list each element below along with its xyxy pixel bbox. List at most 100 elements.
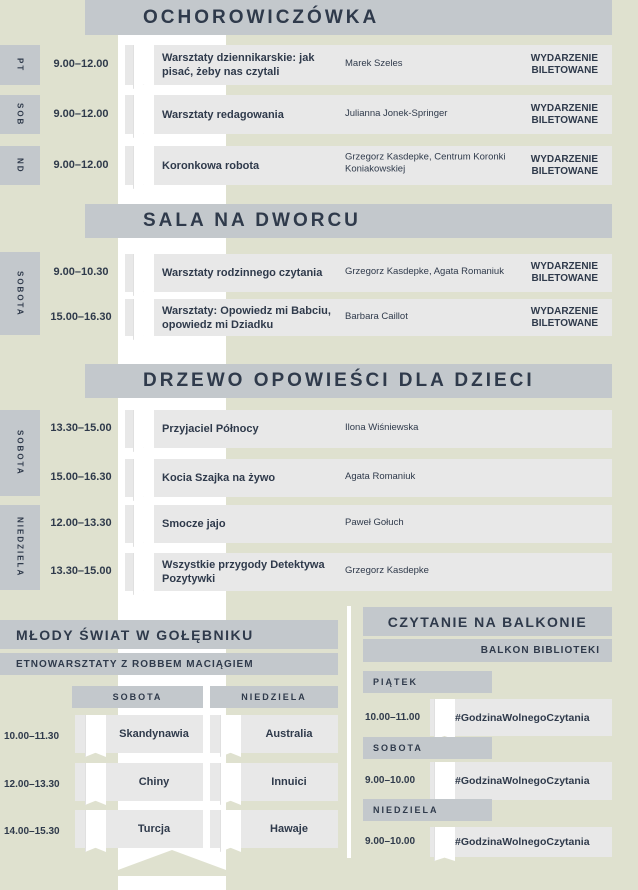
event-time: 9.00–12.00: [53, 158, 109, 171]
balkon-time: 10.00–11.00: [365, 711, 421, 723]
event-time: 13.30–15.00: [50, 565, 112, 577]
strip-chevron-notch: [118, 850, 226, 876]
workshop-cell[interactable]: Hawaje: [210, 810, 338, 852]
event-row[interactable]: Warsztaty redagowania Julianna Jonek-Spri…: [125, 95, 612, 138]
day-label: SOBOTA: [15, 430, 25, 476]
balkon-event-name: #GodzinaWolnegoCzytania: [455, 711, 590, 724]
event-row[interactable]: Przyjaciel Północy Ilona Wiśniewska: [125, 410, 612, 452]
event-person: Agata Romaniuk: [345, 470, 416, 482]
event-person: Marek Szeles: [345, 57, 403, 69]
balkon-subheader: BALKON BIBLIOTEKI: [363, 639, 612, 662]
bookmark-ribbon-icon: [133, 553, 154, 595]
workshop-time: 12.00–13.30: [4, 779, 60, 790]
bookmark-ribbon-icon: [133, 459, 154, 501]
bookmark-ribbon-icon: [133, 410, 154, 452]
event-time: 13.30–15.00: [50, 422, 112, 434]
workshop-time: 10.00–11.30: [4, 731, 60, 742]
balkon-event[interactable]: #GodzinaWolnegoCzytania: [430, 827, 612, 861]
venue-header: DRZEWO OPOWIEŚCI DLA DZIECI: [85, 364, 612, 398]
mlody-subheader: ETNOWARSZTATY Z ROBBEM MACIĄGIEM: [0, 653, 338, 675]
workshop-name: Innuici: [271, 776, 307, 788]
event-title: Warsztaty rodzinnego czytania: [162, 267, 323, 279]
event-time: 15.00–16.30: [50, 471, 112, 483]
balkon-event[interactable]: #GodzinaWolnegoCzytania: [430, 699, 612, 740]
balkon-event-name: #GodzinaWolnegoCzytania: [455, 775, 590, 787]
day-label: PT: [15, 57, 25, 73]
bookmark-ribbon-icon: [434, 827, 455, 861]
day-label: NIEDZIELA: [15, 517, 25, 578]
bookmark-ribbon-icon: [133, 505, 154, 547]
event-time: 9.00–12.00: [53, 107, 109, 120]
event-row[interactable]: Warsztaty rodzinnego czytania Grzegorz Ka…: [125, 254, 612, 296]
event-person: Julianna Jonek-Springer: [345, 107, 448, 119]
bookmark-ribbon-icon: [85, 810, 106, 852]
column-label: SOBOTA: [112, 692, 163, 702]
balkon-subtitle: BALKON BIBLIOTEKI: [480, 645, 600, 656]
day-tab: SOBOTA: [0, 252, 40, 335]
bookmark-ribbon-icon: [220, 715, 241, 757]
day-tab: NIEDZIELA: [0, 505, 40, 590]
event-time: 9.00–10.30: [53, 266, 109, 278]
event-title: Warsztaty: Opowiedz mi Babciu, opowiedz …: [162, 304, 331, 331]
day-tab: ND: [0, 146, 40, 185]
event-time: 15.00–16.30: [50, 310, 112, 323]
workshop-cell[interactable]: Skandynawia: [75, 715, 203, 757]
day-tab: PT: [0, 45, 40, 85]
workshop-name: Hawaje: [270, 823, 308, 835]
day-label: SOBOTA: [15, 270, 25, 317]
workshop-name: Australia: [265, 728, 313, 740]
event-person: Grzegorz Kasdepke, Centrum Koronki Konia…: [345, 151, 506, 175]
balkon-time: 9.00–10.00: [365, 775, 416, 786]
venue-title: DRZEWO OPOWIEŚCI DLA DZIECI: [143, 370, 535, 391]
workshop-cell[interactable]: Australia: [210, 715, 338, 757]
workshop-time: 14.00–15.30: [4, 826, 60, 837]
event-person: Barbara Caillot: [345, 310, 408, 322]
bookmark-ribbon-icon: [133, 45, 154, 89]
column-header: NIEDZIELA: [210, 686, 338, 708]
balkon-title: CZYTANIE NA BALKONIE: [387, 613, 588, 630]
balkon-day-label: SOBOTA: [373, 743, 423, 753]
bookmark-ribbon-icon: [133, 299, 154, 340]
workshop-name: Chiny: [138, 776, 170, 788]
workshop-name: Turcja: [137, 823, 171, 835]
event-title: Koronkowa robota: [162, 159, 260, 172]
event-person: Paweł Gołuch: [345, 516, 404, 528]
event-title: Warsztaty redagowania: [162, 108, 284, 121]
event-row[interactable]: Warsztaty dziennikarskie: jak pisać, żeb…: [125, 45, 612, 89]
event-row[interactable]: Wszystkie przygody Detektywa Pozytywki Gr…: [125, 553, 612, 595]
column-header: SOBOTA: [72, 686, 203, 708]
event-person: Grzegorz Kasdepke, Agata Romaniuk: [345, 265, 504, 277]
day-label: SOB: [15, 102, 25, 127]
ticketed-badge: WYDARZENIE BILETOWANE: [530, 102, 598, 126]
event-title: Warsztaty dziennikarskie: jak pisać, żeb…: [162, 52, 315, 78]
balkon-event-name: #GodzinaWolnegoCzytania: [455, 836, 590, 848]
day-tab: SOBOTA: [0, 410, 40, 496]
bookmark-ribbon-icon: [85, 715, 106, 757]
venue-header: OCHOROWICZÓWKA: [85, 0, 612, 35]
balkon-day-header: SOBOTA: [363, 737, 492, 759]
bookmark-ribbon-icon: [434, 762, 455, 804]
event-title: Kocia Szajka na żywo: [162, 472, 276, 484]
mlody-header: MŁODY ŚWIAT W GOŁĘBNIKU: [0, 620, 338, 649]
ticketed-badge: WYDARZENIE BILETOWANE: [530, 153, 598, 177]
event-title: Wszystkie przygody Detektywa Pozytywki: [162, 559, 325, 585]
bookmark-ribbon-icon: [133, 146, 154, 189]
event-row[interactable]: Koronkowa robota Grzegorz Kasdepke, Centr…: [125, 146, 612, 189]
ticketed-badge: WYDARZENIE BILETOWANE: [530, 261, 598, 284]
workshop-cell[interactable]: Innuici: [210, 763, 338, 805]
balkon-event[interactable]: #GodzinaWolnegoCzytania: [430, 762, 612, 804]
bookmark-ribbon-icon: [220, 810, 241, 852]
workshop-cell[interactable]: Chiny: [75, 763, 203, 805]
venue-title: SALA NA DWORCU: [143, 210, 361, 231]
balkon-header: CZYTANIE NA BALKONIE: [363, 607, 612, 636]
event-title: Przyjaciel Północy: [162, 423, 259, 435]
balkon-day-header: PIĄTEK: [363, 671, 492, 693]
balkon-day-header: NIEDZIELA: [363, 799, 492, 821]
divider-line: [347, 606, 351, 858]
event-row[interactable]: Smocze jajo Paweł Gołuch: [125, 505, 612, 547]
event-time: 12.00–13.30: [50, 517, 112, 529]
bookmark-ribbon-icon: [133, 95, 154, 138]
workshop-cell[interactable]: Turcja: [75, 810, 203, 852]
event-row[interactable]: Warsztaty: Opowiedz mi Babciu, opowiedz …: [125, 299, 612, 340]
event-row[interactable]: Kocia Szajka na żywo Agata Romaniuk: [125, 459, 612, 501]
